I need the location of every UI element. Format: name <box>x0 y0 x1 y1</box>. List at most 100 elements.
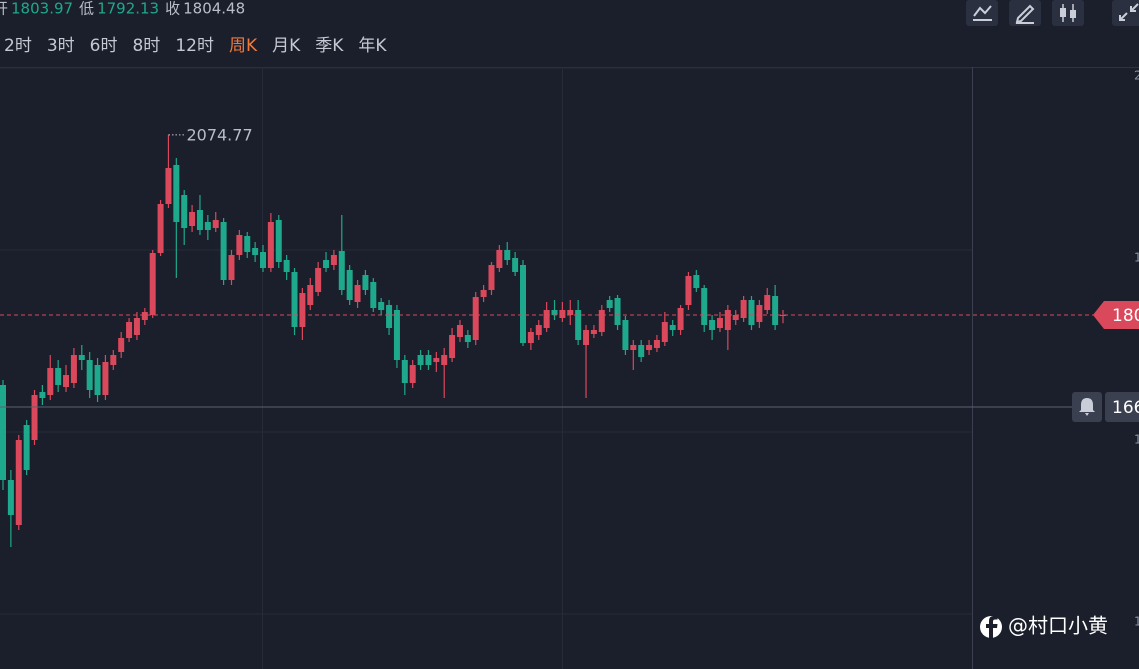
candle-body <box>338 251 345 290</box>
indicator-button[interactable] <box>966 0 998 26</box>
candle-body <box>362 275 369 290</box>
candle-body <box>386 305 393 328</box>
fullscreen-icon <box>1119 3 1139 21</box>
candle-body <box>15 440 22 525</box>
candle-body <box>724 310 731 330</box>
candle-body <box>370 282 377 308</box>
candle-body <box>551 310 558 315</box>
watermark-text: @村口小黄 <box>1008 614 1108 638</box>
candle-body <box>598 310 605 332</box>
candle-body <box>520 265 526 343</box>
candle-body <box>417 355 424 365</box>
candle-body <box>606 300 613 308</box>
timeframe-tab[interactable]: 年K <box>358 36 387 56</box>
candle-body <box>228 255 235 280</box>
candle-body <box>275 220 282 262</box>
candle-body <box>55 368 62 385</box>
candle-body <box>669 325 676 330</box>
candle-body <box>780 315 786 317</box>
header-label: 低 <box>79 0 94 18</box>
candle-body <box>212 220 219 228</box>
candle-body <box>748 300 755 325</box>
alert-tag-label: 1666.5 <box>1112 398 1139 418</box>
indicator-icon <box>973 5 992 21</box>
candle-body <box>220 222 227 280</box>
candle-body <box>330 255 337 265</box>
candle-body <box>118 338 125 352</box>
timeframe-tab[interactable]: 2时 <box>4 36 32 56</box>
candle-body <box>527 332 534 343</box>
candle-body <box>0 385 6 480</box>
fullscreen-button[interactable] <box>1112 0 1139 26</box>
timeframe-tab[interactable]: 周K <box>229 36 258 56</box>
candle-body <box>496 250 503 268</box>
timeframe-tab[interactable]: 月K <box>272 36 301 56</box>
price-tag <box>1093 301 1139 330</box>
candle-body <box>732 315 739 320</box>
chart-type-button[interactable] <box>1052 0 1084 26</box>
facebook-icon <box>986 616 998 638</box>
candle-body <box>189 212 196 226</box>
candle-body <box>488 265 495 290</box>
candle-body <box>378 302 385 310</box>
candle-body <box>456 325 463 337</box>
header-value: 1803.97 <box>11 0 73 18</box>
candle-body <box>630 345 637 350</box>
candle-body <box>244 236 251 252</box>
candle-body <box>267 222 274 268</box>
candle-body <box>102 362 109 395</box>
timeframe-tab[interactable]: 6时 <box>90 36 118 56</box>
candle-body <box>425 355 432 365</box>
candle-body <box>307 285 314 305</box>
candle-body <box>701 288 708 325</box>
candle-body <box>149 253 156 315</box>
alert-tag <box>1105 392 1139 422</box>
max-label: 2074.77 <box>186 125 252 144</box>
candle-body <box>638 345 645 357</box>
timeframe-tab[interactable]: 季K <box>315 36 344 56</box>
candle-body <box>653 340 660 348</box>
candle-body <box>260 252 266 268</box>
candle-body <box>31 395 38 440</box>
candle-body <box>646 345 653 350</box>
candle-body <box>575 310 582 340</box>
candle-body <box>346 270 353 300</box>
candle-body <box>543 310 550 328</box>
candle-body <box>693 275 700 288</box>
candle-body <box>709 320 716 330</box>
candle-body <box>110 355 117 365</box>
alert-bell-icon <box>1079 398 1095 416</box>
candle-body <box>47 368 54 395</box>
chart-type-icon <box>1070 10 1076 18</box>
header-value: 1792.13 <box>97 0 159 18</box>
y-tick-label: 1629 <box>1134 433 1139 447</box>
candle-body <box>354 285 361 302</box>
timeframe-tab[interactable]: 3时 <box>47 36 75 56</box>
candle-body <box>63 375 70 387</box>
toolbar <box>966 0 1139 26</box>
candle-body <box>512 258 519 272</box>
candle-body <box>772 296 779 325</box>
y-tick-label: 1356 <box>1134 615 1139 629</box>
candle-body <box>393 310 400 360</box>
candle-body <box>480 290 487 297</box>
price-tag-label: 1804.48 <box>1112 306 1139 326</box>
candle-body <box>622 320 629 350</box>
candle-body <box>196 210 203 230</box>
candle-body <box>23 425 30 470</box>
candle-body <box>677 308 684 330</box>
chart-type-icon <box>1060 8 1066 17</box>
candle-body <box>165 168 172 204</box>
timeframe-tab[interactable]: 8时 <box>132 36 160 56</box>
candle-body <box>141 312 148 320</box>
candle-body <box>409 365 416 383</box>
candle-body <box>299 293 306 327</box>
candle-body <box>173 165 180 222</box>
header-label: 开 <box>0 0 8 18</box>
timeframe-tab[interactable]: 12时 <box>175 36 214 56</box>
candle-body <box>181 195 188 228</box>
candle-body <box>535 325 542 335</box>
